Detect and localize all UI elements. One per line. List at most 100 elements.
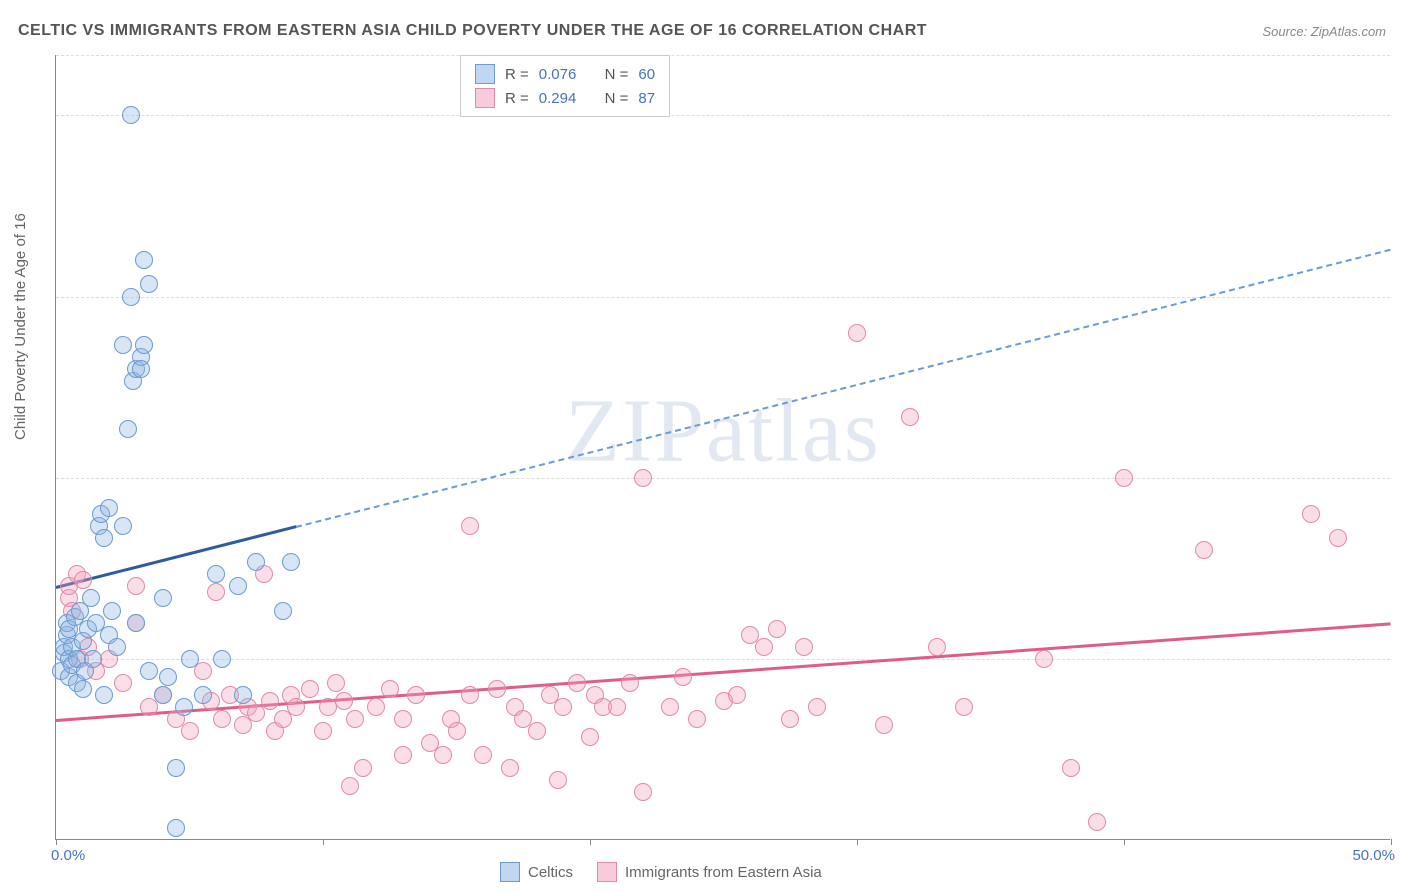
data-point-celtics — [247, 553, 265, 571]
data-point-immigrants — [127, 577, 145, 595]
data-point-immigrants — [674, 668, 692, 686]
data-point-celtics — [100, 499, 118, 517]
x-tick-mark — [857, 839, 858, 845]
data-point-celtics — [135, 336, 153, 354]
data-point-celtics — [127, 614, 145, 632]
data-point-celtics — [167, 819, 185, 837]
data-point-immigrants — [568, 674, 586, 692]
source-attribution: Source: ZipAtlas.com — [1262, 24, 1386, 39]
data-point-immigrants — [367, 698, 385, 716]
data-point-immigrants — [335, 692, 353, 710]
x-tick-mark — [56, 839, 57, 845]
data-point-celtics — [213, 650, 231, 668]
data-point-immigrants — [434, 746, 452, 764]
data-point-immigrants — [808, 698, 826, 716]
data-point-celtics — [84, 650, 102, 668]
y-axis-label: Child Poverty Under the Age of 16 — [12, 213, 29, 440]
scatter-plot-area: ZIPatlas 15.0%30.0%45.0%60.0%0.0%50.0% — [55, 55, 1390, 840]
data-point-immigrants — [581, 728, 599, 746]
data-point-immigrants — [621, 674, 639, 692]
gridline-horizontal — [56, 478, 1390, 479]
data-point-immigrants — [755, 638, 773, 656]
n-label: N = — [605, 90, 629, 107]
data-point-celtics — [140, 662, 158, 680]
r-label: R = — [505, 66, 529, 83]
swatch-pink-icon — [475, 88, 495, 108]
data-point-celtics — [74, 680, 92, 698]
data-point-celtics — [181, 650, 199, 668]
data-point-immigrants — [394, 710, 412, 728]
data-point-celtics — [122, 288, 140, 306]
data-point-celtics — [135, 251, 153, 269]
n-value: 87 — [638, 90, 655, 107]
legend-statistics: R = 0.076 N = 60 R = 0.294 N = 87 — [460, 55, 670, 117]
data-point-celtics — [229, 577, 247, 595]
legend-label: Celtics — [528, 864, 573, 881]
data-point-immigrants — [875, 716, 893, 734]
data-point-immigrants — [549, 771, 567, 789]
data-point-celtics — [103, 602, 121, 620]
data-point-immigrants — [1302, 505, 1320, 523]
data-point-celtics — [234, 686, 252, 704]
data-point-immigrants — [407, 686, 425, 704]
data-point-immigrants — [381, 680, 399, 698]
legend-item-celtics: Celtics — [500, 862, 573, 882]
data-point-immigrants — [928, 638, 946, 656]
n-value: 60 — [638, 66, 655, 83]
data-point-celtics — [274, 602, 292, 620]
x-tick-mark — [590, 839, 591, 845]
r-value: 0.294 — [539, 90, 577, 107]
data-point-immigrants — [327, 674, 345, 692]
legend-item-immigrants: Immigrants from Eastern Asia — [597, 862, 822, 882]
gridline-horizontal — [56, 115, 1390, 116]
data-point-immigrants — [181, 722, 199, 740]
data-point-celtics — [154, 589, 172, 607]
data-point-immigrants — [901, 408, 919, 426]
data-point-immigrants — [207, 583, 225, 601]
data-point-immigrants — [848, 324, 866, 342]
x-tick-mark — [1391, 839, 1392, 845]
data-point-celtics — [82, 589, 100, 607]
data-point-immigrants — [1115, 469, 1133, 487]
data-point-celtics — [207, 565, 225, 583]
data-point-immigrants — [394, 746, 412, 764]
data-point-celtics — [95, 686, 113, 704]
data-point-immigrants — [461, 517, 479, 535]
data-point-celtics — [114, 336, 132, 354]
x-tick-label-start: 0.0% — [51, 847, 85, 864]
swatch-pink-icon — [597, 862, 617, 882]
trendline-celtics-dashed — [296, 248, 1391, 527]
x-tick-mark — [323, 839, 324, 845]
data-point-immigrants — [634, 469, 652, 487]
data-point-celtics — [159, 668, 177, 686]
gridline-horizontal — [56, 55, 1390, 56]
data-point-immigrants — [74, 571, 92, 589]
chart-title: CELTIC VS IMMIGRANTS FROM EASTERN ASIA C… — [18, 22, 927, 40]
swatch-blue-icon — [500, 862, 520, 882]
gridline-horizontal — [56, 659, 1390, 660]
data-point-immigrants — [1088, 813, 1106, 831]
data-point-celtics — [132, 360, 150, 378]
data-point-immigrants — [528, 722, 546, 740]
data-point-immigrants — [608, 698, 626, 716]
data-point-celtics — [122, 106, 140, 124]
r-label: R = — [505, 90, 529, 107]
x-tick-label-end: 50.0% — [1352, 847, 1395, 864]
data-point-immigrants — [261, 692, 279, 710]
data-point-immigrants — [346, 710, 364, 728]
legend-series: Celtics Immigrants from Eastern Asia — [500, 862, 822, 882]
data-point-immigrants — [341, 777, 359, 795]
data-point-immigrants — [1062, 759, 1080, 777]
data-point-immigrants — [728, 686, 746, 704]
data-point-immigrants — [795, 638, 813, 656]
data-point-celtics — [282, 553, 300, 571]
data-point-immigrants — [114, 674, 132, 692]
data-point-celtics — [108, 638, 126, 656]
data-point-immigrants — [501, 759, 519, 777]
data-point-immigrants — [955, 698, 973, 716]
data-point-immigrants — [1035, 650, 1053, 668]
watermark-bold: ZIP — [565, 382, 706, 481]
swatch-blue-icon — [475, 64, 495, 84]
data-point-immigrants — [1195, 541, 1213, 559]
data-point-celtics — [119, 420, 137, 438]
